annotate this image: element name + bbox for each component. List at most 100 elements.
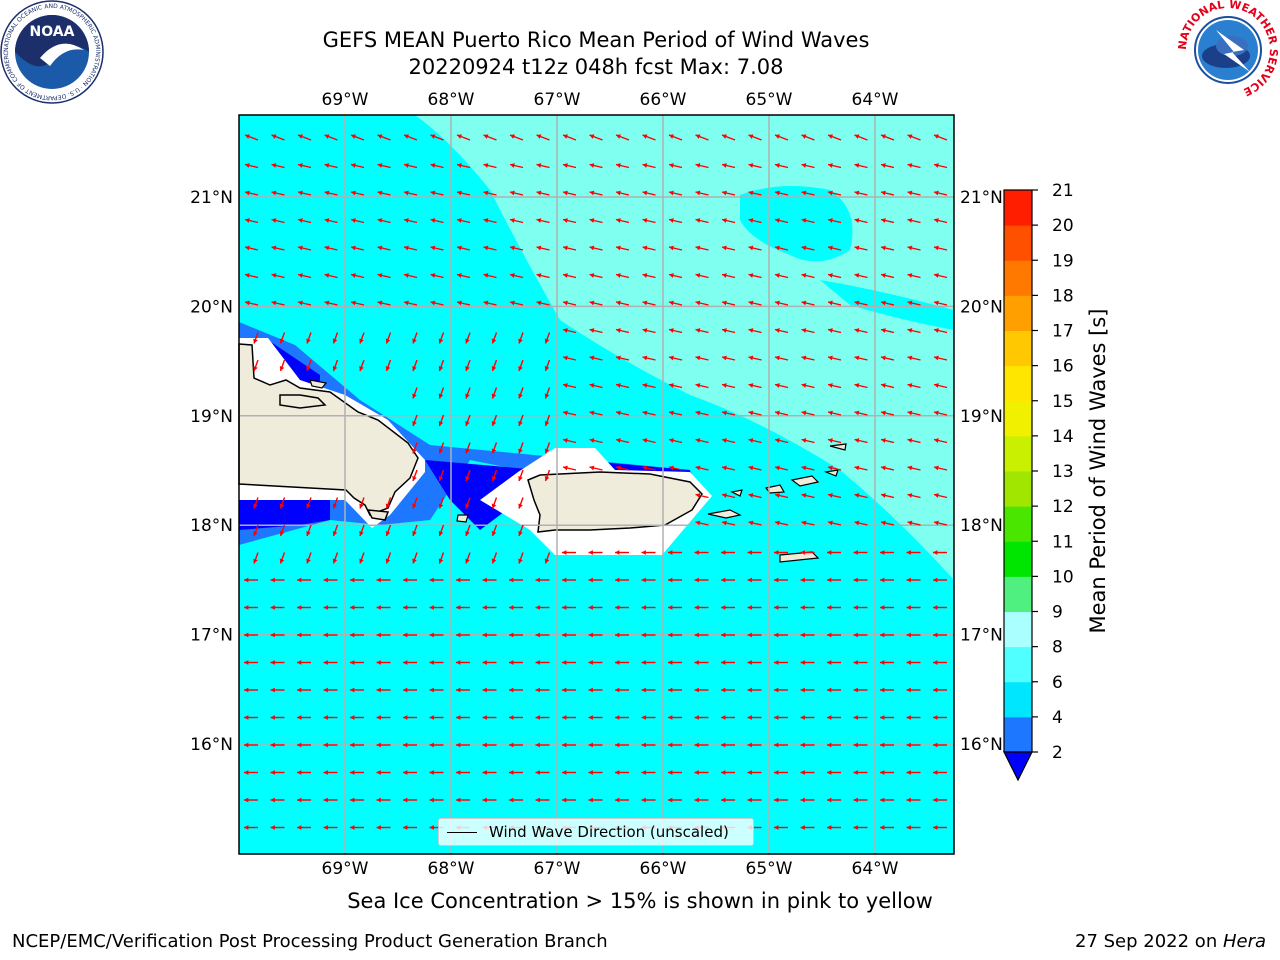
wind-wave-arrow (482, 660, 497, 665)
wind-wave-arrow (641, 742, 656, 748)
wind-wave-arrow (880, 770, 894, 775)
wind-wave-arrow (906, 797, 921, 803)
wind-wave-arrow (376, 687, 391, 693)
wind-wave-arrow (800, 660, 815, 665)
wind-wave-arrow (827, 715, 841, 720)
wind-wave-arrow (403, 163, 418, 169)
wind-wave-arrow (800, 797, 815, 803)
wind-wave-arrow (748, 520, 762, 526)
wind-wave-arrow (721, 328, 736, 334)
wind-wave-arrow (429, 687, 444, 693)
wind-wave-arrow (456, 134, 471, 141)
wind-wave-arrow (483, 300, 497, 306)
wind-wave-arrow (748, 493, 762, 499)
lat-label-right: 21°N (960, 188, 1003, 208)
lat-label-left: 21°N (190, 188, 233, 208)
wind-wave-arrow (906, 770, 921, 775)
wind-wave-arrow (695, 328, 709, 334)
wind-wave-arrow (438, 387, 445, 399)
wind-wave-arrow (906, 687, 921, 693)
wind-wave-arrow (350, 687, 364, 693)
colorbar-tick-label: 18 (1052, 286, 1074, 306)
wind-wave-arrow (350, 660, 364, 665)
wind-wave-arrow (615, 410, 630, 416)
lon-label-top: 67°W (534, 90, 581, 110)
wind-wave-arrow (748, 273, 762, 279)
wind-wave-arrow (854, 134, 868, 141)
wind-wave-arrow (324, 273, 338, 279)
wind-wave-arrow (933, 715, 947, 720)
wind-wave-arrow (748, 438, 762, 444)
wind-wave-arrow (721, 632, 735, 638)
wind-wave-arrow (800, 577, 815, 583)
legend-line-swatch (447, 831, 477, 833)
wind-wave-arrow (403, 245, 418, 251)
wind-wave-arrow (668, 715, 682, 720)
wind-wave-arrow (297, 163, 312, 169)
wind-wave-arrow (933, 245, 948, 251)
wind-wave-arrow (668, 797, 682, 803)
wind-wave-arrow (244, 190, 259, 196)
wind-wave-arrow (615, 715, 629, 720)
wind-wave-arrow (430, 218, 444, 224)
wind-wave-arrow (668, 742, 682, 748)
wind-wave-arrow (827, 134, 842, 141)
wind-wave-arrow (880, 687, 894, 693)
wind-wave-arrow (403, 190, 418, 196)
wind-wave-arrow (801, 520, 815, 526)
lat-label-left: 18°N (190, 516, 233, 536)
wind-wave-arrow (615, 742, 629, 748)
sea-ice-note: Sea Ice Concentration > 15% is shown in … (347, 889, 933, 913)
wind-wave-arrow (509, 660, 523, 665)
wind-wave-arrow (271, 300, 285, 306)
wind-wave-arrow (535, 797, 550, 803)
wind-wave-arrow (748, 190, 762, 196)
colorbar-tick-label: 14 (1052, 427, 1074, 447)
wind-wave-arrow (438, 552, 445, 564)
lat-label-right: 17°N (960, 626, 1003, 646)
wind-wave-arrow (536, 300, 550, 306)
wind-wave-arrow (907, 134, 921, 141)
wind-wave-arrow (377, 245, 391, 251)
wind-wave-arrow (641, 577, 656, 583)
colorbar-tick-label: 21 (1052, 181, 1074, 201)
wind-wave-arrow (297, 797, 311, 803)
wind-wave-arrow (509, 770, 523, 775)
wind-wave-arrow (270, 577, 285, 583)
colorbar-segment (1004, 330, 1032, 367)
wind-wave-arrow (350, 605, 364, 610)
wind-wave-arrow (695, 410, 709, 416)
wind-wave-arrow (801, 383, 815, 389)
wind-wave-arrow (509, 273, 524, 279)
colorbar-tick-label: 9 (1052, 603, 1063, 623)
wind-wave-arrow (853, 770, 868, 775)
lon-label-top: 65°W (746, 90, 793, 110)
wind-wave-arrow (279, 497, 286, 509)
wind-wave-arrow (482, 605, 497, 610)
wind-wave-arrow (880, 383, 895, 389)
wind-wave-arrow (536, 245, 550, 251)
wind-wave-arrow (350, 163, 365, 169)
wind-wave-arrow (721, 742, 735, 748)
wind-wave-arrow (615, 465, 630, 471)
wind-wave-arrow (430, 190, 444, 196)
wind-wave-arrow (853, 715, 868, 720)
wind-wave-arrow (562, 687, 576, 693)
wind-wave-arrow (589, 218, 603, 224)
wind-wave-arrow (297, 632, 311, 638)
wind-wave-arrow (589, 245, 603, 251)
wind-wave-arrow (562, 163, 577, 169)
wind-wave-arrow (536, 190, 550, 196)
wind-wave-arrow (641, 660, 656, 665)
wind-wave-arrow (518, 552, 524, 564)
wind-wave-arrow (244, 134, 259, 141)
wind-wave-arrow (827, 577, 841, 583)
wind-wave-arrow (641, 715, 656, 720)
wind-wave-arrow (306, 359, 312, 372)
wind-wave-arrow (774, 770, 788, 775)
wind-wave-arrow (642, 410, 656, 416)
wind-wave-arrow (721, 190, 736, 196)
wind-wave-arrow (853, 825, 868, 830)
wind-wave-arrow (774, 245, 789, 251)
wind-wave-arrow (403, 742, 417, 748)
